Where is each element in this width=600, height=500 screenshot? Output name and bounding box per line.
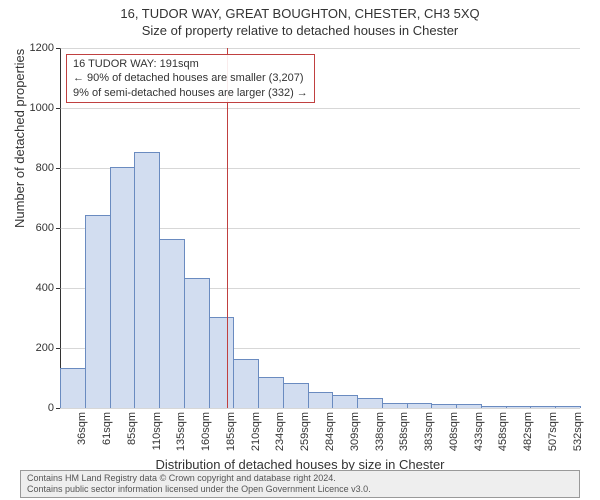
histogram-bar [308,392,334,408]
callout-line3: 9% of semi-detached houses are larger (3… [73,86,308,100]
callout-line1: 16 TUDOR WAY: 191sqm [73,57,308,71]
histogram-bar [159,239,185,408]
y-tick [56,408,60,409]
histogram-bar [85,215,111,408]
y-axis-title: Number of detached properties [12,49,27,228]
histogram-bar [184,278,210,408]
x-tick-label: 160sqm [200,412,212,451]
y-tick [56,348,60,349]
x-tick-label: 135sqm [175,412,187,451]
histogram-bar [332,395,358,408]
histogram-bar [481,406,507,409]
chart-container: 16, TUDOR WAY, GREAT BOUGHTON, CHESTER, … [0,0,600,500]
x-tick-label: 383sqm [423,412,435,451]
y-tick [56,168,60,169]
histogram-bar [555,406,581,409]
y-tick-label: 0 [48,402,54,414]
x-tick-label: 234sqm [274,412,286,451]
y-tick [56,108,60,109]
x-tick-label: 185sqm [225,412,237,451]
y-tick-label: 400 [36,282,54,294]
y-tick-label: 1000 [30,102,54,114]
histogram-bar [431,404,457,408]
grid-line [60,408,580,409]
x-tick-label: 482sqm [522,412,534,451]
x-tick-label: 110sqm [151,412,163,450]
x-tick-label: 259sqm [299,412,311,451]
x-tick-label: 36sqm [76,412,88,445]
footer-attribution: Contains HM Land Registry data © Crown c… [20,470,580,498]
x-tick-label: 284sqm [324,412,336,451]
y-tick-label: 800 [36,162,54,174]
x-tick-label: 338sqm [374,412,386,451]
histogram-bar [407,403,433,409]
histogram-bar [357,398,383,408]
plot-area: 02004006008001000120036sqm61sqm85sqm110s… [60,48,580,408]
x-tick-label: 61sqm [101,412,113,445]
histogram-bar [60,368,86,408]
histogram-bar [530,406,556,409]
grid-line [60,108,580,109]
footer-line2: Contains public sector information licen… [27,484,573,495]
callout-box: 16 TUDOR WAY: 191sqm← 90% of detached ho… [66,54,315,103]
y-tick-label: 600 [36,222,54,234]
histogram-bar [110,167,136,408]
histogram-bar [134,152,160,408]
x-tick-label: 433sqm [473,412,485,451]
y-tick-label: 1200 [30,42,54,54]
x-tick-label: 210sqm [250,412,262,451]
x-tick-label: 532sqm [572,412,584,451]
y-tick-label: 200 [36,342,54,354]
x-tick-label: 458sqm [497,412,509,451]
y-tick [56,48,60,49]
histogram-bar [233,359,259,408]
chart-subtitle: Size of property relative to detached ho… [0,21,600,42]
grid-line [60,48,580,49]
x-tick-label: 358sqm [398,412,410,451]
histogram-bar [506,406,532,409]
chart-title: 16, TUDOR WAY, GREAT BOUGHTON, CHESTER, … [0,0,600,21]
x-tick-label: 309sqm [349,412,361,451]
x-tick-label: 507sqm [547,412,559,451]
x-tick-label: 408sqm [448,412,460,451]
footer-line1: Contains HM Land Registry data © Crown c… [27,473,573,484]
histogram-bar [283,383,309,408]
histogram-bar [382,403,408,409]
histogram-bar [456,404,482,408]
x-tick-label: 85sqm [126,412,138,445]
y-tick [56,228,60,229]
y-tick [56,288,60,289]
callout-line2: ← 90% of detached houses are smaller (3,… [73,71,308,85]
histogram-bar [258,377,284,408]
histogram-bar [209,317,235,408]
